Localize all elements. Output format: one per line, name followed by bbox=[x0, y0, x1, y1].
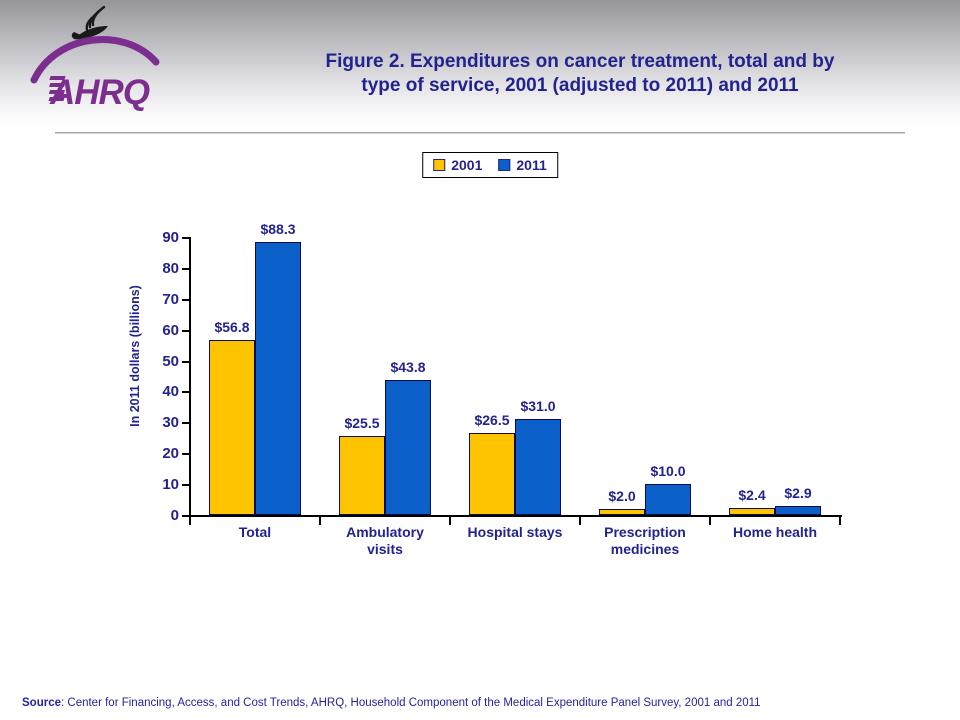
hhs-eagle-head bbox=[71, 32, 81, 39]
y-tick bbox=[182, 515, 189, 517]
bar-2001-home-health bbox=[729, 508, 775, 515]
y-tick bbox=[182, 484, 189, 487]
y-tick-label: 20 bbox=[162, 445, 179, 463]
y-tick bbox=[182, 422, 189, 425]
bar-2001-ambulatory-visits bbox=[339, 436, 385, 515]
category-label-total: Total bbox=[238, 524, 272, 540]
category-label-home-health: Home health bbox=[732, 524, 817, 540]
ahrq-logo-graphic: AHRQ bbox=[30, 5, 160, 112]
bar-2011-prescription-medicines bbox=[645, 484, 691, 515]
bar-value-label-2001-home-health: $2.4 bbox=[738, 487, 766, 503]
x-axis-line bbox=[189, 515, 842, 517]
bar-value-label-2001-total: $56.8 bbox=[214, 319, 250, 335]
ahrq-wordmark: AHRQ bbox=[49, 73, 150, 112]
bar-2001-total bbox=[209, 340, 255, 515]
y-tick bbox=[182, 391, 189, 394]
y-axis-line bbox=[189, 237, 191, 517]
y-axis-title: In 2011 dollars (billions) bbox=[128, 285, 142, 427]
x-tick bbox=[319, 517, 321, 525]
ahrq-stripes bbox=[48, 76, 66, 101]
bar-value-label-2001-prescription-medicines: $2.0 bbox=[608, 488, 636, 504]
y-tick-label: 50 bbox=[162, 352, 179, 370]
bar-2011-ambulatory-visits bbox=[385, 380, 431, 515]
y-tick-label: 70 bbox=[162, 290, 179, 308]
source-line: Source: Center for Financing, Access, an… bbox=[22, 696, 942, 710]
y-tick bbox=[182, 237, 189, 239]
hhs-eagle-icon bbox=[85, 5, 106, 32]
bar-value-label-2011-total: $88.3 bbox=[260, 221, 296, 237]
ahrq-swoosh-arc bbox=[30, 36, 160, 84]
page-title: Figure 2. Expenditures on cancer treatme… bbox=[325, 51, 835, 96]
y-tick bbox=[182, 360, 189, 363]
x-tick bbox=[189, 517, 191, 525]
y-tick-label: 80 bbox=[162, 259, 179, 277]
source-label: Source bbox=[22, 697, 61, 709]
bar-2011-hospital-stays bbox=[515, 419, 561, 515]
hhs-eagle-body bbox=[74, 26, 108, 40]
bar-value-label-2001-hospital-stays: $26.5 bbox=[474, 412, 510, 428]
bar-2001-prescription-medicines bbox=[599, 509, 645, 515]
x-tick bbox=[839, 517, 841, 525]
legend-swatch-2001 bbox=[433, 159, 446, 171]
bar-2001-hospital-stays bbox=[469, 433, 515, 515]
legend-item-2001: 2001 bbox=[433, 157, 482, 173]
y-tick bbox=[182, 298, 189, 301]
y-tick-label: 0 bbox=[170, 507, 179, 524]
bar-value-label-2001-ambulatory-visits: $25.5 bbox=[344, 415, 380, 431]
y-tick bbox=[182, 453, 189, 456]
bar-value-label-2011-hospital-stays: $31.0 bbox=[520, 398, 556, 414]
bar-value-label-2011-ambulatory-visits: $43.8 bbox=[390, 359, 426, 375]
y-tick-label: 40 bbox=[162, 383, 179, 401]
y-tick bbox=[182, 267, 189, 270]
y-tick-label: 30 bbox=[162, 414, 179, 432]
y-tick-label: 60 bbox=[162, 321, 179, 339]
legend-swatch-2011 bbox=[498, 159, 511, 171]
legend-label-2001: 2001 bbox=[451, 157, 483, 173]
bar-2011-total bbox=[255, 242, 301, 515]
x-tick bbox=[449, 517, 451, 525]
category-label-hospital-stays: Hospital stays bbox=[467, 524, 563, 540]
x-tick bbox=[709, 517, 711, 525]
chart-legend: 2001 2011 bbox=[422, 152, 558, 178]
ahrq-logo: AHRQ bbox=[28, 4, 164, 112]
header-divider-line bbox=[55, 132, 905, 134]
bar-2011-home-health bbox=[775, 506, 821, 515]
legend-label-2011: 2011 bbox=[516, 157, 547, 173]
y-tick-label: 10 bbox=[162, 476, 179, 494]
y-tick-label: 90 bbox=[162, 229, 179, 246]
header-gradient-band bbox=[0, 0, 960, 130]
x-tick bbox=[579, 517, 581, 525]
category-label-ambulatory-visits: Ambulatory visits bbox=[346, 524, 424, 557]
y-tick bbox=[182, 329, 189, 332]
legend-item-2011: 2011 bbox=[498, 157, 547, 173]
bar-value-label-2011-home-health: $2.9 bbox=[784, 485, 812, 501]
bar-value-label-2011-prescription-medicines: $10.0 bbox=[650, 463, 686, 479]
category-label-prescription-medicines: Prescription medicines bbox=[604, 524, 686, 557]
source-text: : Center for Financing, Access, and Cost… bbox=[61, 697, 761, 709]
